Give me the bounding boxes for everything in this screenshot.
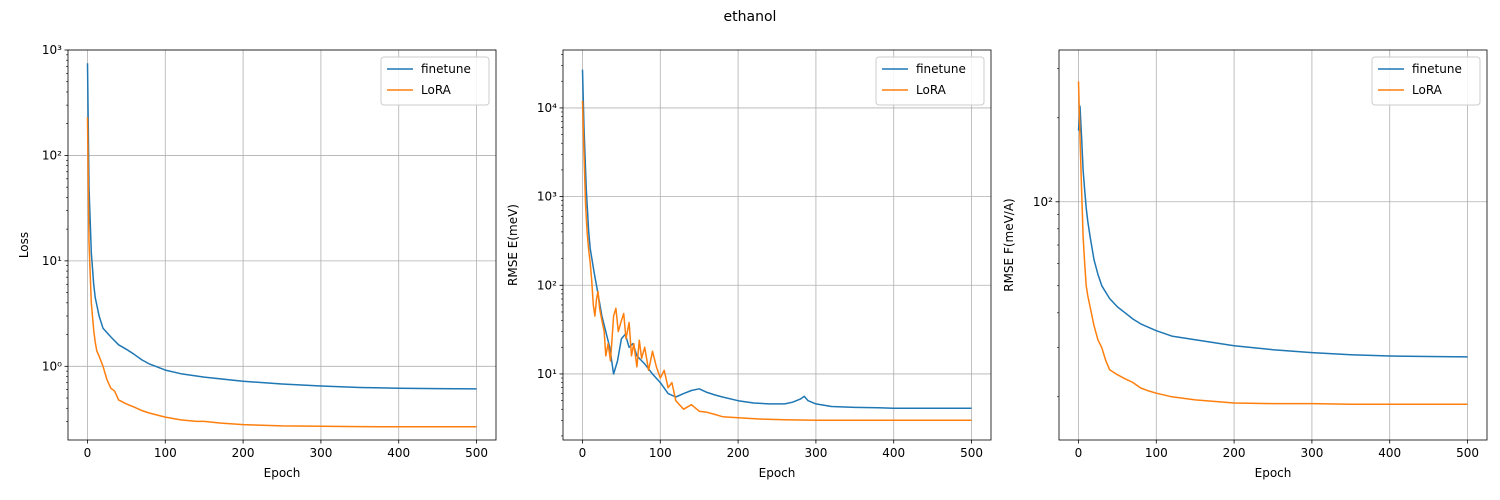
y-tick-label: 10² xyxy=(1033,195,1053,209)
legend-label: finetune xyxy=(1412,62,1462,76)
axes-frame xyxy=(67,49,497,441)
series-line-lora xyxy=(581,100,972,422)
x-tick-label: 0 xyxy=(579,446,587,460)
y-axis-label: RMSE F(meV/A) xyxy=(1002,198,1016,292)
axes-frame xyxy=(562,49,992,441)
legend-label: LoRA xyxy=(916,83,947,97)
x-axis-label: Epoch xyxy=(759,466,796,480)
y-tick-label: 10² xyxy=(42,148,62,162)
y-axis-label: RMSE E(meV) xyxy=(506,204,520,286)
x-tick-label: 500 xyxy=(960,446,983,460)
axes-frame xyxy=(1058,49,1488,441)
x-tick-label: 200 xyxy=(232,446,255,460)
x-tick-label: 100 xyxy=(649,446,672,460)
x-tick-label: 300 xyxy=(804,446,827,460)
legend-label: LoRA xyxy=(421,83,452,97)
series-line-finetune xyxy=(1077,105,1468,358)
legend: finetune LoRA xyxy=(380,56,490,106)
series-line-lora xyxy=(86,117,477,428)
y-tick-label: 10² xyxy=(537,278,557,292)
x-tick-label: 0 xyxy=(84,446,92,460)
x-tick-label: 500 xyxy=(465,446,488,460)
x-tick-label: 400 xyxy=(882,446,905,460)
y-tick-label: 10⁴ xyxy=(537,101,557,115)
series-line-lora xyxy=(1077,81,1468,406)
x-tick-label: 400 xyxy=(387,446,410,460)
x-tick-label: 200 xyxy=(727,446,750,460)
y-axis-label: Loss xyxy=(17,232,31,258)
x-axis-label: Epoch xyxy=(264,466,301,480)
y-tick-label: 10¹ xyxy=(537,367,557,381)
figure-title: ethanol xyxy=(723,9,777,25)
x-tick-label: 300 xyxy=(1300,446,1323,460)
legend: finetune LoRA xyxy=(1371,56,1481,106)
y-tick-label: 10¹ xyxy=(42,254,62,268)
x-tick-label: 400 xyxy=(1378,446,1401,460)
x-tick-label: 100 xyxy=(1145,446,1168,460)
subplot-3: 0 100 200 300 400 500 10² Epoch RMSE F(meV/A) fin… xyxy=(1002,49,1488,480)
y-tick-label: 10⁰ xyxy=(42,359,62,373)
subplot-2: 0 100 200 300 400 500 10¹ 10² 10³ 10⁴ Epoch RMSE E(… xyxy=(506,49,992,480)
x-tick-label: 200 xyxy=(1223,446,1246,460)
legend-label: finetune xyxy=(916,62,966,76)
x-tick-label: 0 xyxy=(1075,446,1083,460)
legend-label: LoRA xyxy=(1412,83,1443,97)
legend-label: finetune xyxy=(421,62,471,76)
legend: finetune LoRA xyxy=(875,56,985,106)
x-axis-label: Epoch xyxy=(1255,466,1292,480)
series-line-finetune xyxy=(581,69,972,410)
series-line-finetune xyxy=(86,63,477,390)
x-tick-label: 100 xyxy=(154,446,177,460)
subplot-1: 0 100 200 300 400 500 10⁰ 10¹ 10² 10³ Epoch Loss fin… xyxy=(17,43,497,480)
y-tick-label: 10³ xyxy=(537,190,557,204)
x-tick-label: 500 xyxy=(1456,446,1479,460)
x-tick-label: 300 xyxy=(309,446,332,460)
y-tick-label: 10³ xyxy=(42,43,62,57)
